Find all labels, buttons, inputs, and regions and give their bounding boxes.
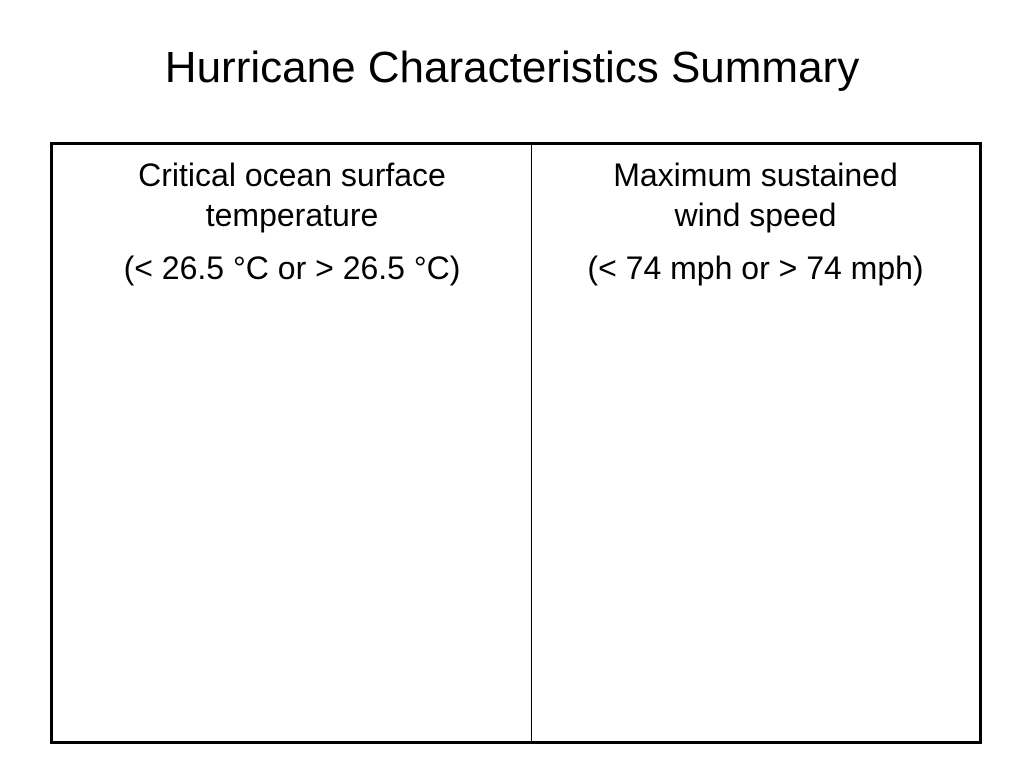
page-title: Hurricane Characteristics Summary: [164, 43, 860, 92]
summary-table: Critical ocean surface temperature (< 26…: [50, 142, 982, 744]
table-cell-temperature: Critical ocean surface temperature (< 26…: [51, 143, 532, 743]
table-cell-wind-speed: Maximum sustained wind speed (< 74 mph o…: [532, 144, 981, 743]
cell-heading-line: Critical ocean surface: [138, 157, 446, 193]
cell-heading-line: wind speed: [674, 197, 837, 233]
cell-heading-line: temperature: [205, 197, 379, 233]
cell-range-text: (< 26.5 °C or > 26.5 °C): [123, 250, 461, 286]
table-row: Critical ocean surface temperature (< 26…: [51, 143, 981, 743]
cell-heading-line: Maximum sustained: [613, 157, 898, 193]
cell-range-text: (< 74 mph or > 74 mph): [587, 250, 924, 286]
